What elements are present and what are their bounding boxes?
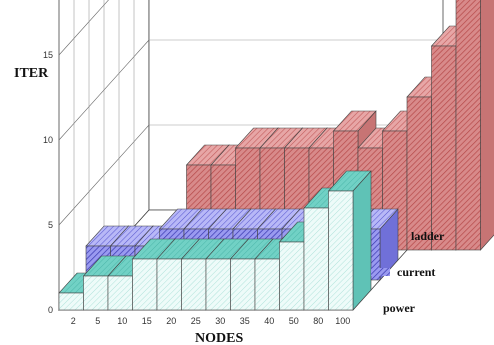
x-axis-label: NODES xyxy=(195,331,243,345)
x-tick-labels: 2 5 10 15 20 25 30 35 40 50 80 100 xyxy=(71,316,351,326)
bars xyxy=(58,0,494,311)
x-tick-label: 20 xyxy=(166,316,176,326)
current-swatch xyxy=(371,268,390,276)
x-tick-label: 100 xyxy=(335,316,350,326)
ladder-bar xyxy=(455,0,494,251)
series-label-power: power xyxy=(383,301,416,315)
x-tick-label: 10 xyxy=(117,316,127,326)
x-tick-label: 35 xyxy=(240,316,250,326)
series-labels: ladder current power xyxy=(371,229,445,315)
series-label-ladder: ladder xyxy=(411,229,445,243)
y-tick-label: 5 xyxy=(48,220,53,230)
x-tick-label: 15 xyxy=(142,316,152,326)
x-tick-label: 5 xyxy=(95,316,100,326)
y-tick-label: 15 xyxy=(43,50,53,60)
y-tick-label: 0 xyxy=(48,305,53,315)
y-tick-label: 10 xyxy=(43,135,53,145)
x-tick-label: 2 xyxy=(71,316,76,326)
y-tick-labels: 0510152025 xyxy=(43,50,53,315)
x-tick-label: 30 xyxy=(215,316,225,326)
x-tick-label: 80 xyxy=(313,316,323,326)
power-bar xyxy=(327,170,372,311)
y-axis-label: ITER xyxy=(14,66,49,81)
x-tick-label: 25 xyxy=(191,316,201,326)
series-label-current: current xyxy=(397,265,435,279)
x-tick-label: 40 xyxy=(264,316,274,326)
x-tick-label: 50 xyxy=(289,316,299,326)
